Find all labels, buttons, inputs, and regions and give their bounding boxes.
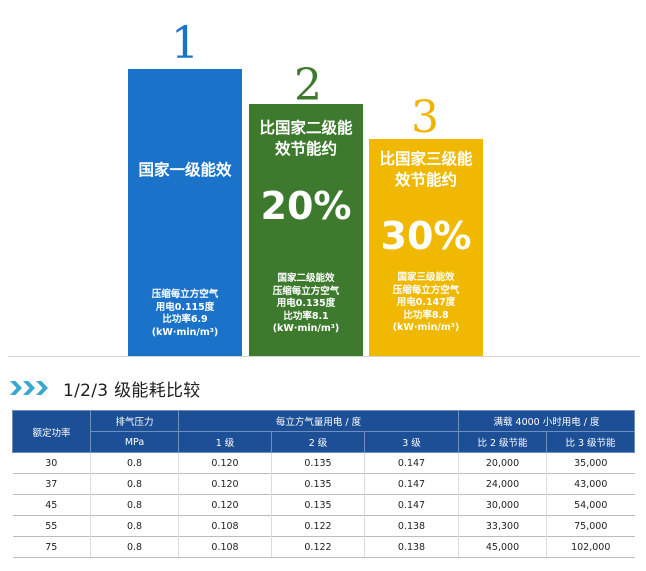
column-note: 压缩每立方空气 用电0.115度 比功率6.9 (kW·min/m³) bbox=[128, 289, 242, 339]
table-row: 37 0.8 0.120 0.135 0.147 24,000 43,000 bbox=[12, 473, 635, 495]
header-level-1: 1 级 bbox=[178, 431, 272, 453]
column-note-line: 压缩每立方空气 bbox=[272, 285, 340, 297]
column-note-line: (kW·min/m³) bbox=[392, 322, 460, 333]
table-cell: 0.8 bbox=[90, 494, 179, 516]
table-cell: 35,000 bbox=[546, 452, 635, 474]
table-cell: 33,300 bbox=[458, 515, 547, 537]
column-title-line: 比国家三级能 bbox=[379, 150, 473, 168]
table-cell: 0.8 bbox=[90, 536, 179, 558]
column-title-line: 比国家二级能 bbox=[259, 119, 353, 137]
column-note-line: 用电0.115度 bbox=[155, 301, 215, 313]
table-row: 55 0.8 0.108 0.122 0.138 33,300 75,000 bbox=[12, 515, 635, 537]
table-cell: 0.135 bbox=[271, 473, 365, 495]
rank-number-3: 3 bbox=[411, 92, 439, 143]
table-cell: 20,000 bbox=[458, 452, 547, 474]
column-title-line: 国家一级能效 bbox=[138, 161, 232, 179]
rank-number-2: 2 bbox=[294, 60, 322, 111]
header-unit-mpa: MPa bbox=[90, 431, 179, 453]
table-cell: 0.135 bbox=[271, 452, 365, 474]
header-saving-vs-3: 比 3 级节能 bbox=[546, 431, 635, 453]
table-cell: 0.8 bbox=[90, 515, 179, 537]
table-cell: 45,000 bbox=[458, 536, 547, 558]
header-rated-power: 额定功率 bbox=[12, 410, 91, 453]
table-cell: 54,000 bbox=[546, 494, 635, 516]
table-cell: 0.108 bbox=[178, 515, 272, 537]
column-note-line: 用电0.135度 bbox=[276, 298, 336, 309]
column-note-line: (kW·min/m³) bbox=[272, 323, 340, 334]
header-exhaust-pressure: 排气压力 bbox=[90, 410, 179, 432]
table-cell: 30 bbox=[12, 452, 91, 474]
column-title: 比国家二级能 效节能约 bbox=[249, 118, 363, 160]
column-title-line: 效节能约 bbox=[394, 171, 457, 189]
table-cell: 0.147 bbox=[364, 473, 459, 495]
table-cell: 0.8 bbox=[90, 452, 179, 474]
column-note-line: 比功率8.8 bbox=[403, 309, 449, 321]
column-note-line: 国家二级能效 bbox=[277, 273, 335, 284]
table-cell: 0.147 bbox=[364, 452, 459, 474]
table-cell: 0.8 bbox=[90, 473, 179, 495]
rank-number-1: 1 bbox=[171, 18, 199, 69]
saving-percent: 20% bbox=[260, 184, 352, 228]
podium-column-level-1: 国家一级能效 压缩每立方空气 用电0.115度 比功率6.9 (kW·min/m… bbox=[128, 69, 242, 356]
column-note-line: 国家三级能效 bbox=[397, 272, 455, 283]
table-cell: 0.108 bbox=[178, 536, 272, 558]
table-cell: 102,000 bbox=[546, 536, 635, 558]
table-cell: 55 bbox=[12, 515, 91, 537]
table-row: 30 0.8 0.120 0.135 0.147 20,000 35,000 bbox=[12, 452, 635, 474]
table-cell: 43,000 bbox=[546, 473, 635, 495]
column-note-line: 比功率6.9 bbox=[162, 314, 208, 325]
header-saving-vs-2: 比 2 级节能 bbox=[458, 431, 547, 453]
table-cell: 0.122 bbox=[271, 515, 365, 537]
table-cell: 0.120 bbox=[178, 473, 272, 495]
column-note-line: 用电0.147度 bbox=[396, 297, 456, 308]
saving-percent: 30% bbox=[380, 214, 472, 258]
table-cell: 0.135 bbox=[271, 494, 365, 516]
header-level-3: 3 级 bbox=[364, 431, 459, 453]
table-cell: 0.122 bbox=[271, 536, 365, 558]
table-cell: 45 bbox=[12, 494, 91, 516]
triple-chevron-right-icon bbox=[10, 381, 49, 395]
energy-level-podium: 1 2 3 国家一级能效 压缩每立方空气 用电0.115度 比功率6.9 (kW… bbox=[8, 18, 640, 357]
table-row: 45 0.8 0.120 0.135 0.147 30,000 54,000 bbox=[12, 494, 635, 516]
energy-comparison-table: 额定功率 排气压力 每立方气量用电 / 度 满载 4000 小时用电 / 度 M… bbox=[12, 410, 635, 558]
table-cell: 30,000 bbox=[458, 494, 547, 516]
table-row: 75 0.8 0.108 0.122 0.138 45,000 102,000 bbox=[12, 536, 635, 558]
podium-column-level-2: 比国家二级能 效节能约 20% 国家二级能效 压缩每立方空气 用电0.135度 … bbox=[249, 104, 363, 356]
podium-column-level-3: 比国家三级能 效节能约 30% 国家三级能效 压缩每立方空气 用电0.147度 … bbox=[369, 139, 483, 356]
column-title: 比国家三级能 效节能约 bbox=[369, 149, 483, 191]
table-cell: 0.147 bbox=[364, 494, 459, 516]
table-cell: 24,000 bbox=[458, 473, 547, 495]
section-title: 1/2/3 级能耗比较 bbox=[63, 380, 201, 401]
table-cell: 75 bbox=[12, 536, 91, 558]
table-cell: 0.138 bbox=[364, 536, 459, 558]
column-title-line: 效节能约 bbox=[274, 140, 337, 158]
table-cell: 75,000 bbox=[546, 515, 635, 537]
table-cell: 37 bbox=[12, 473, 91, 495]
podium-baseline bbox=[8, 356, 640, 357]
header-level-2: 2 级 bbox=[271, 431, 365, 453]
column-note: 国家三级能效 压缩每立方空气 用电0.147度 比功率8.8 (kW·min/m… bbox=[369, 272, 483, 335]
column-note-line: (kW·min/m³) bbox=[151, 326, 219, 338]
header-4000h-usage: 满载 4000 小时用电 / 度 bbox=[458, 410, 635, 432]
column-note-line: 压缩每立方空气 bbox=[151, 289, 219, 300]
section-header: 1/2/3 级能耗比较 bbox=[10, 376, 201, 401]
table-cell: 0.138 bbox=[364, 515, 459, 537]
table-cell: 0.120 bbox=[178, 494, 272, 516]
column-note-line: 比功率8.1 bbox=[283, 310, 329, 322]
column-note-line: 压缩每立方空气 bbox=[392, 284, 460, 296]
column-note: 国家二级能效 压缩每立方空气 用电0.135度 比功率8.1 (kW·min/m… bbox=[249, 273, 363, 336]
header-kwh-per-m3: 每立方气量用电 / 度 bbox=[178, 410, 459, 432]
table-cell: 0.120 bbox=[178, 452, 272, 474]
column-title: 国家一级能效 bbox=[128, 160, 242, 181]
